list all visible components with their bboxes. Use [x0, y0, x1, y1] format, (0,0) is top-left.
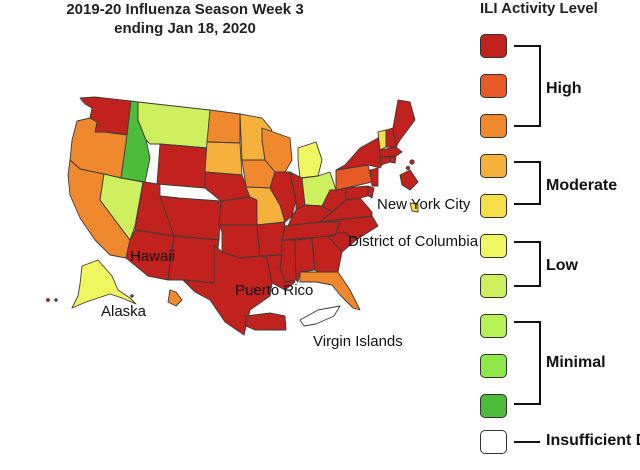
legend-swatch-level-1	[480, 394, 507, 418]
small-islands	[46, 159, 415, 302]
legend-group-moderate: Moderate	[546, 177, 618, 194]
state-AK[interactable]	[71, 259, 137, 309]
legend-swatch-level-5	[480, 234, 507, 258]
label-hawaii: Hawaii	[130, 248, 176, 265]
state-PR[interactable]	[245, 312, 287, 331]
legend-group-minimal: Minimal	[546, 354, 606, 371]
legend-swatch-level-3	[480, 314, 507, 338]
legend-swatch-level-0	[480, 430, 507, 454]
bracket-minimal	[514, 321, 541, 405]
bracket-high	[514, 45, 541, 127]
state-CT[interactable]	[379, 156, 391, 166]
bracket-low	[514, 241, 541, 287]
state-NC[interactable]	[319, 215, 379, 241]
legend-group-high: High	[546, 80, 582, 97]
legend-title: ILI Activity Level	[480, 0, 598, 17]
legend-swatch-level-8	[480, 114, 507, 138]
state-CA[interactable]	[67, 159, 131, 259]
legend-swatch-level-7	[480, 154, 507, 178]
bracket-moderate	[514, 161, 541, 205]
region-NYC[interactable]	[409, 202, 419, 213]
chart-title: 2019-20 Influenza Season Week 3 ending J…	[0, 0, 370, 38]
label-virgin-islands: Virgin Islands	[313, 333, 403, 350]
title-line-2: ending Jan 18, 2020	[114, 20, 256, 37]
state-FL[interactable]	[299, 271, 361, 311]
legend-group-low: Low	[546, 257, 578, 274]
state-HI[interactable]	[167, 289, 183, 307]
label-district-of-columbia: District of Columbia	[348, 233, 479, 250]
legend-swatch-level-10	[480, 34, 507, 58]
state-NJ[interactable]	[369, 167, 379, 187]
legend-swatch-level-4	[480, 274, 507, 298]
label-new-york-city: New York City	[377, 196, 471, 213]
state-VI[interactable]	[299, 305, 341, 327]
label-alaska: Alaska	[101, 303, 147, 320]
region-DC[interactable]	[399, 169, 419, 191]
legend-group-insufficient: Insufficient Data	[546, 432, 640, 449]
legend-swatch-level-2	[480, 354, 507, 378]
state-MD[interactable]	[345, 185, 369, 201]
label-puerto-rico: Puerto Rico	[235, 282, 314, 299]
title-line-1: 2019-20 Influenza Season Week 3	[66, 1, 304, 18]
legend-swatch-level-6	[480, 194, 507, 218]
state-MA[interactable]	[379, 146, 403, 158]
state-TX[interactable]	[182, 244, 273, 336]
legend-swatch-level-9	[480, 74, 507, 98]
